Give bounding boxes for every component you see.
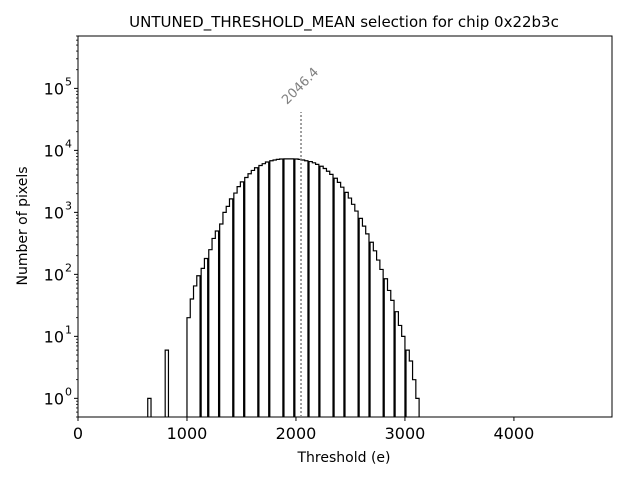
y-tick-label: 10: [44, 141, 64, 160]
x-tick-label: 2000: [276, 424, 317, 443]
x-tick-label: 4000: [494, 424, 535, 443]
y-tick-label: 10: [44, 389, 64, 408]
x-tick-label: 1000: [167, 424, 208, 443]
y-tick-exponent: 1: [65, 323, 72, 336]
y-tick-label: 10: [44, 203, 64, 222]
y-tick-label: 10: [44, 79, 64, 98]
y-tick-exponent: 3: [65, 199, 72, 212]
histogram-steps: [147, 158, 420, 417]
y-tick-exponent: 5: [65, 75, 72, 88]
y-tick-exponent: 2: [65, 261, 72, 274]
y-axis-label: Number of pixels: [15, 166, 31, 285]
y-tick-exponent: 4: [65, 137, 72, 150]
chart-title: UNTUNED_THRESHOLD_MEAN selection for chi…: [129, 13, 559, 32]
y-tick-exponent: 0: [65, 385, 72, 398]
x-axis-label: Threshold (e): [297, 450, 391, 466]
mean-marker-label: 2046.4: [279, 65, 322, 108]
x-tick-label: 0: [73, 424, 83, 443]
y-tick-label: 10: [44, 327, 64, 346]
y-tick-label: 10: [44, 265, 64, 284]
x-tick-label: 3000: [385, 424, 426, 443]
